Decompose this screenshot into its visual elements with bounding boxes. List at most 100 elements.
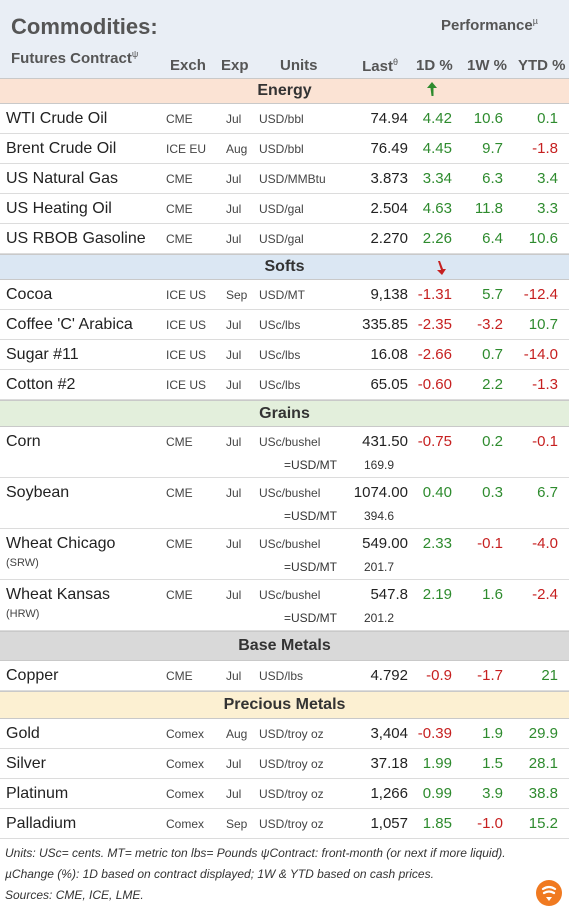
change-1w: -1.7 bbox=[477, 667, 503, 684]
commodity-name: Gold bbox=[6, 725, 40, 742]
page-title: Commodities: bbox=[11, 14, 158, 39]
last-price: 9,138 bbox=[370, 286, 408, 303]
table-row bbox=[0, 661, 569, 691]
last-price: 37.18 bbox=[370, 755, 408, 772]
col-header-1d: 1D % bbox=[416, 57, 453, 74]
change-1w: 9.7 bbox=[482, 140, 503, 157]
expiry: Aug bbox=[226, 142, 248, 156]
change-1w: 6.3 bbox=[482, 170, 503, 187]
change-1w: 3.9 bbox=[482, 785, 503, 802]
exchange: Comex bbox=[166, 787, 205, 801]
last-price: 74.94 bbox=[370, 110, 408, 127]
change-1d: -0.39 bbox=[417, 725, 452, 742]
expiry: Jul bbox=[226, 486, 242, 500]
commodity-note: (SRW) bbox=[6, 557, 39, 569]
change-1d: 2.33 bbox=[422, 535, 452, 552]
table-row bbox=[0, 580, 569, 631]
change-1d: 4.63 bbox=[422, 200, 452, 217]
futures-contract-label: Futures Contract bbox=[11, 50, 132, 67]
converted-value: 169.9 bbox=[363, 458, 394, 472]
change-1w: 2.2 bbox=[482, 376, 503, 393]
change-1w: 0.2 bbox=[482, 433, 503, 450]
units: USc/bushel bbox=[259, 588, 321, 602]
change-1w: -3.2 bbox=[477, 316, 503, 333]
units: USD/gal bbox=[259, 202, 304, 216]
col-header-exp: Exp bbox=[221, 57, 249, 74]
table-header: Commodities: Performanceµ Futures Contra… bbox=[0, 0, 569, 78]
commodity-name: Palladium bbox=[6, 815, 77, 832]
exchange: CME bbox=[166, 232, 193, 246]
exchange: ICE EU bbox=[166, 142, 207, 156]
commodity-name: Cocoa bbox=[6, 286, 53, 303]
exchange: ICE US bbox=[166, 378, 207, 392]
commodity-name: Cotton #2 bbox=[6, 376, 76, 393]
change-ytd: -0.1 bbox=[532, 433, 558, 450]
expiry: Jul bbox=[226, 112, 242, 126]
change-1w: 0.3 bbox=[482, 484, 503, 501]
table-row bbox=[0, 427, 569, 478]
exchange: CME bbox=[166, 172, 193, 186]
change-ytd: -2.4 bbox=[532, 586, 558, 603]
performance-label: Performance bbox=[441, 17, 533, 34]
change-1d: -2.66 bbox=[417, 346, 452, 363]
col-header-last-label: Last bbox=[362, 58, 393, 75]
commodity-name: Soybean bbox=[6, 484, 70, 501]
up-arrow-icon bbox=[426, 80, 438, 101]
table-row bbox=[0, 280, 569, 310]
change-ytd: 3.3 bbox=[537, 200, 558, 217]
exchange: CME bbox=[166, 486, 193, 500]
change-1d: 2.26 bbox=[422, 230, 452, 247]
exchange: CME bbox=[166, 669, 193, 683]
converted-value: 201.7 bbox=[363, 560, 394, 574]
exchange: ICE US bbox=[166, 348, 207, 362]
exchange: Comex bbox=[166, 817, 205, 831]
change-1d: 1.85 bbox=[422, 815, 452, 832]
col-header-1w: 1W % bbox=[467, 57, 508, 74]
units: USc/bushel bbox=[259, 486, 321, 500]
commodity-name: Copper bbox=[6, 667, 59, 684]
commodity-name: Wheat Chicago bbox=[6, 535, 116, 552]
futures-contract-sup: ψ bbox=[131, 49, 139, 59]
expiry: Jul bbox=[226, 348, 242, 362]
expiry: Jul bbox=[226, 669, 242, 683]
expiry: Jul bbox=[226, 172, 242, 186]
last-price: 1074.00 bbox=[353, 484, 408, 501]
converted-value: 201.2 bbox=[363, 611, 394, 625]
expiry: Jul bbox=[226, 757, 242, 771]
last-price: 1,266 bbox=[370, 785, 408, 802]
commodity-name: WTI Crude Oil bbox=[6, 110, 108, 127]
expiry: Jul bbox=[226, 588, 242, 602]
exchange: CME bbox=[166, 537, 193, 551]
change-1d: 1.99 bbox=[422, 755, 452, 772]
change-1w: 0.7 bbox=[482, 346, 503, 363]
expiry: Jul bbox=[226, 318, 242, 332]
exchange: ICE US bbox=[166, 318, 207, 332]
units: USD/gal bbox=[259, 232, 304, 246]
last-price: 549.00 bbox=[362, 535, 408, 552]
change-1d: 4.42 bbox=[422, 110, 452, 127]
commodity-name: Sugar #11 bbox=[6, 346, 79, 363]
down-arrow-icon bbox=[435, 260, 447, 279]
table-row bbox=[0, 370, 569, 400]
section-header-softs: Softs bbox=[0, 254, 569, 280]
change-ytd: 21 bbox=[541, 667, 558, 684]
units: USD/bbl bbox=[259, 142, 304, 156]
table-row bbox=[0, 719, 569, 749]
table-row bbox=[0, 529, 569, 580]
last-price: 431.50 bbox=[362, 433, 408, 450]
footnote-change: µChange (%): 1D based on contract displa… bbox=[5, 867, 434, 881]
table-row bbox=[0, 310, 569, 340]
exchange: Comex bbox=[166, 727, 205, 741]
last-price: 1,057 bbox=[370, 815, 408, 832]
units: USD/bbl bbox=[259, 112, 304, 126]
units: USD/MT bbox=[259, 288, 305, 302]
exchange: ICE US bbox=[166, 288, 207, 302]
expiry: Sep bbox=[226, 817, 248, 831]
change-ytd: -14.0 bbox=[523, 346, 558, 363]
change-1w: 5.7 bbox=[482, 286, 503, 303]
converted-units: =USD/MT bbox=[284, 509, 338, 523]
converted-units: =USD/MT bbox=[284, 458, 338, 472]
change-ytd: 10.7 bbox=[528, 316, 558, 333]
units: USD/lbs bbox=[259, 669, 304, 683]
section-header-base-metals: Base Metals bbox=[0, 631, 569, 661]
